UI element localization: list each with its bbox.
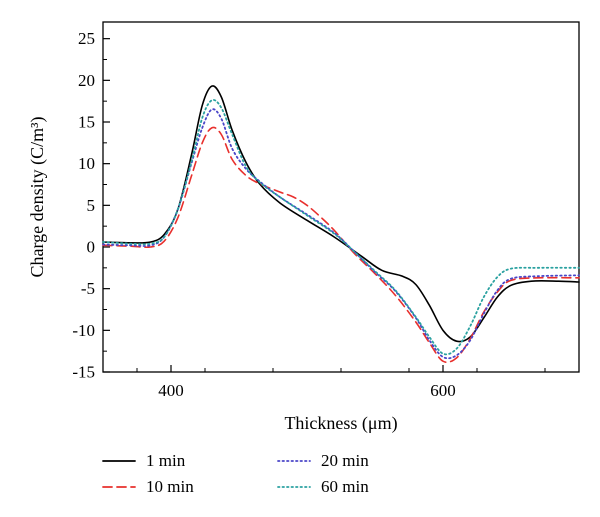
- x-tick-label: 400: [158, 381, 184, 400]
- y-tick-label: 25: [78, 29, 95, 48]
- series-line-1-min: [102, 85, 580, 343]
- plot-area-frame: [102, 21, 580, 373]
- legend-label-60-min: 60 min: [321, 477, 369, 496]
- x-tick-label: 600: [430, 381, 456, 400]
- y-tick-label: 5: [87, 196, 96, 215]
- y-tick-label: -10: [72, 321, 95, 340]
- y-tick-label: -15: [72, 363, 95, 382]
- series-lines: [102, 85, 580, 364]
- legend-label-20-min: 20 min: [321, 451, 369, 470]
- y-axis-ticks: -15 -10 -5 0 5 10 15 20 25: [72, 29, 110, 382]
- y-tick-label: -5: [81, 279, 95, 298]
- y-axis-title: Charge density (C/m³): [27, 116, 48, 277]
- legend: 1 min 10 min 20 min 60 min: [102, 451, 369, 496]
- y-tick-label: 10: [78, 154, 95, 173]
- series-line-60-min: [102, 99, 580, 356]
- legend-label-1-min: 1 min: [146, 451, 186, 470]
- legend-label-10-min: 10 min: [146, 477, 194, 496]
- y-tick-label: 15: [78, 113, 95, 132]
- series-line-10-min: [102, 126, 580, 364]
- x-axis-ticks: 400 600: [136, 365, 546, 400]
- x-axis-title: Thickness (μm): [284, 413, 397, 434]
- series-line-20-min: [102, 108, 580, 360]
- y-tick-label: 20: [78, 71, 95, 90]
- y-tick-label: 0: [87, 238, 96, 257]
